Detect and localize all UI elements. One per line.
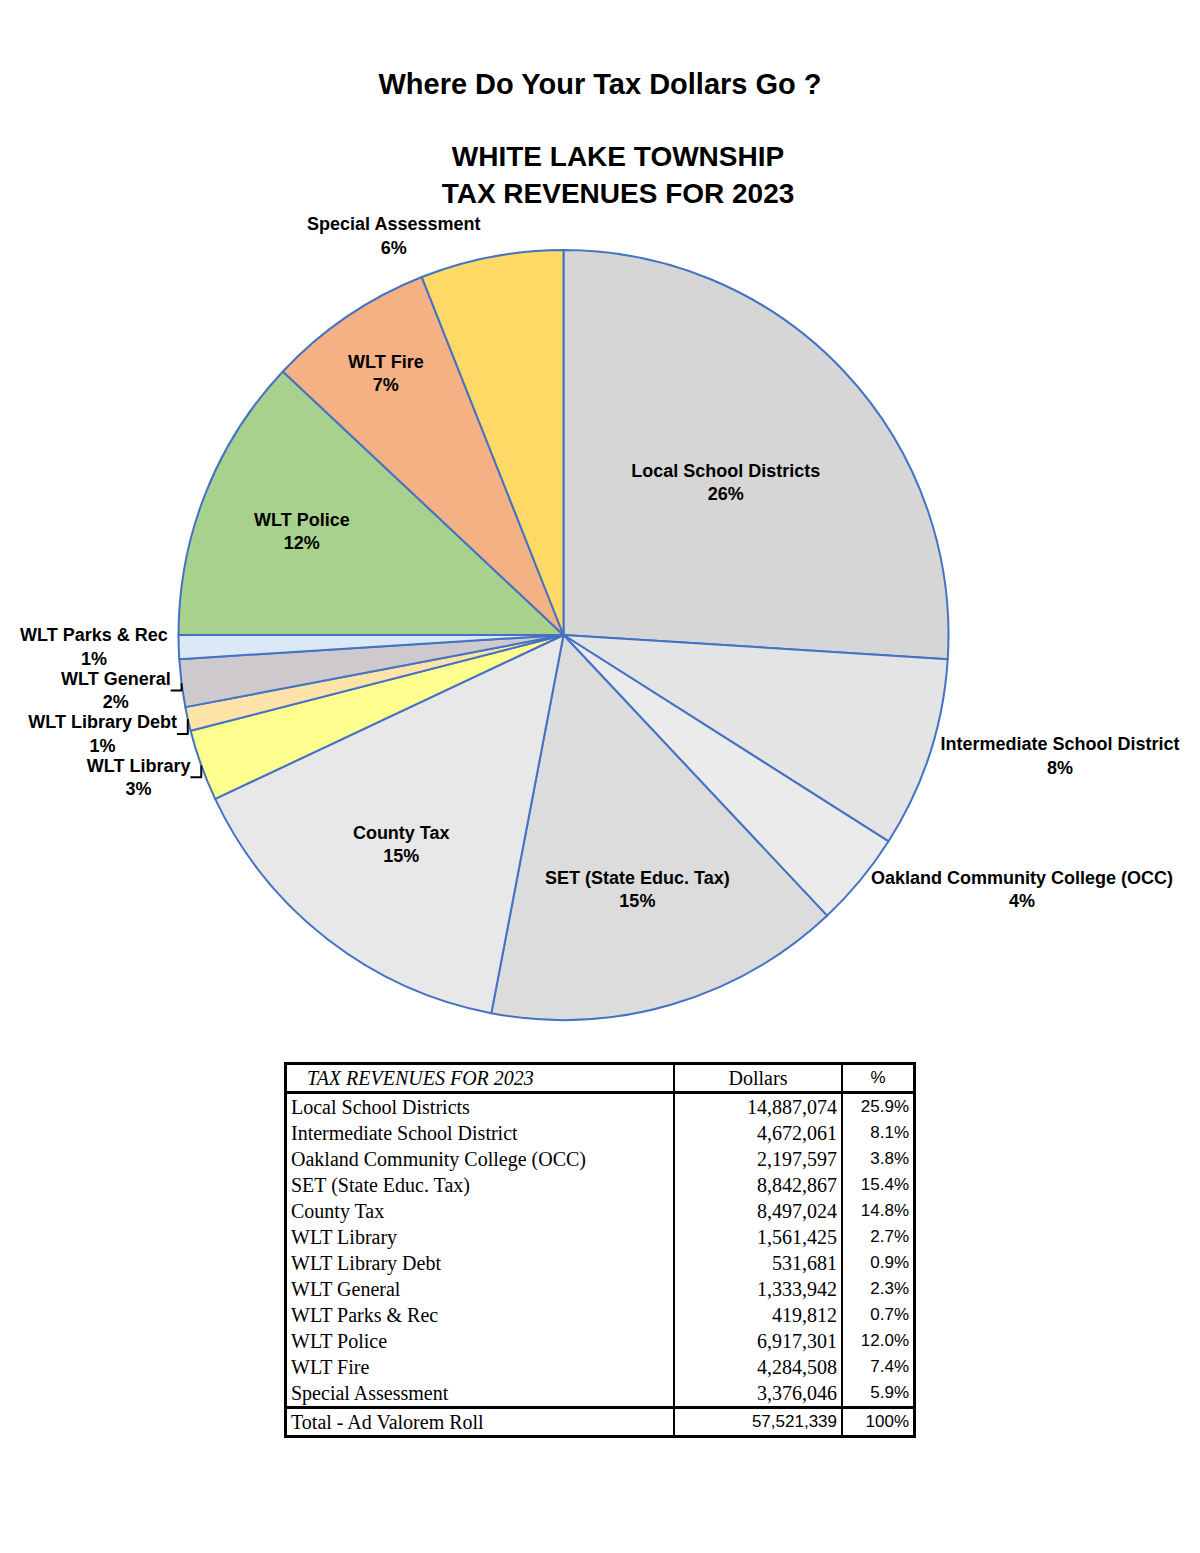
html-text:0.9%: 0.9%	[870, 1253, 909, 1272]
html-text:7.4%: 7.4%	[870, 1357, 909, 1376]
html-text:4,672,061: 4,672,061	[757, 1122, 837, 1144]
svg-text:SET (State Educ. Tax)15%: SET (State Educ. Tax)15%	[545, 868, 730, 911]
html-text:1,561,425: 1,561,425	[757, 1226, 837, 1248]
svg-text:WHITE LAKE TOWNSHIPTAX REVENUE: WHITE LAKE TOWNSHIPTAX REVENUES FOR 2023	[442, 141, 795, 208]
svg-text:Intermediate School District8%: Intermediate School District8%	[941, 734, 1180, 777]
html-text:15.4%: 15.4%	[860, 1175, 909, 1194]
html-text:Local School Districts: Local School Districts	[291, 1096, 470, 1118]
svg-text:WLT General2%: WLT General2%	[61, 669, 171, 712]
html-text:WLT Fire: WLT Fire	[291, 1356, 370, 1378]
html-text:3,376,046: 3,376,046	[757, 1382, 837, 1404]
html-text:Where Do Your Tax Dollars Go ?: Where Do Your Tax Dollars Go ?	[378, 68, 822, 100]
html-text:WLT General: WLT General	[291, 1278, 401, 1300]
html-text:3.8%: 3.8%	[870, 1149, 909, 1168]
svg-text:Local School Districts26%: Local School Districts26%	[631, 461, 820, 504]
html-text:14,887,074: 14,887,074	[747, 1096, 837, 1118]
html-text:25.9%: 25.9%	[860, 1097, 909, 1116]
html-text:57,521,339: 57,521,339	[751, 1412, 837, 1431]
html-text:8,842,867: 8,842,867	[757, 1174, 837, 1196]
svg-text:WLT Police12%: WLT Police12%	[254, 510, 350, 553]
html-text:WLT Police: WLT Police	[291, 1330, 388, 1352]
html-text:2.7%: 2.7%	[870, 1227, 909, 1246]
html-text:Intermediate School District: Intermediate School District	[291, 1122, 518, 1144]
html-text:2.3%: 2.3%	[870, 1279, 909, 1298]
html-text:SET (State Educ. Tax): SET (State Educ. Tax)	[291, 1174, 470, 1196]
html-text:12.0%: 12.0%	[860, 1331, 909, 1350]
svg-text:WLT Parks & Rec1%: WLT Parks & Rec1%	[20, 625, 168, 668]
html-text:531,681: 531,681	[772, 1252, 837, 1274]
html-text:Dollars: Dollars	[728, 1067, 788, 1089]
html-text:2,197,597: 2,197,597	[757, 1148, 837, 1170]
svg-text:Special Assessment6%: Special Assessment6%	[307, 214, 480, 257]
html-text:WLT Library: WLT Library	[291, 1226, 398, 1248]
html-text:County Tax: County Tax	[291, 1200, 385, 1222]
html-text:419,812: 419,812	[772, 1304, 837, 1326]
html-text:TAX REVENUES FOR 2023: TAX REVENUES FOR 2023	[307, 1067, 534, 1089]
svg-text:WLT Fire7%: WLT Fire7%	[348, 352, 424, 395]
svg-text:Oakland Community College (OCC: Oakland Community College (OCC)4%	[871, 868, 1173, 911]
html-text:Special Assessment: Special Assessment	[291, 1382, 449, 1404]
html-text:0.7%: 0.7%	[870, 1305, 909, 1324]
html-text:8,497,024: 8,497,024	[757, 1200, 837, 1222]
html-text:14.8%: 14.8%	[860, 1201, 909, 1220]
html-text:100%: 100%	[865, 1412, 909, 1431]
svg-text:WLT Library3%: WLT Library3%	[87, 756, 191, 799]
html-text:4,284,508: 4,284,508	[757, 1356, 837, 1378]
svg-text:WLT Library Debt1%: WLT Library Debt1%	[28, 712, 177, 755]
html-text:Total - Ad Valorem Roll: Total - Ad Valorem Roll	[291, 1411, 484, 1433]
html-text:8.1%: 8.1%	[870, 1123, 909, 1142]
html-text:1,333,942: 1,333,942	[757, 1278, 837, 1300]
html-text:5.9%: 5.9%	[870, 1383, 909, 1402]
svg-text:County Tax15%: County Tax15%	[353, 823, 450, 866]
html-text:WLT Library Debt: WLT Library Debt	[291, 1252, 441, 1274]
html-text:Oakland Community College (OCC: Oakland Community College (OCC)	[291, 1148, 586, 1170]
html-text:6,917,301: 6,917,301	[757, 1330, 837, 1352]
html-text:WLT Parks & Rec: WLT Parks & Rec	[291, 1304, 439, 1326]
